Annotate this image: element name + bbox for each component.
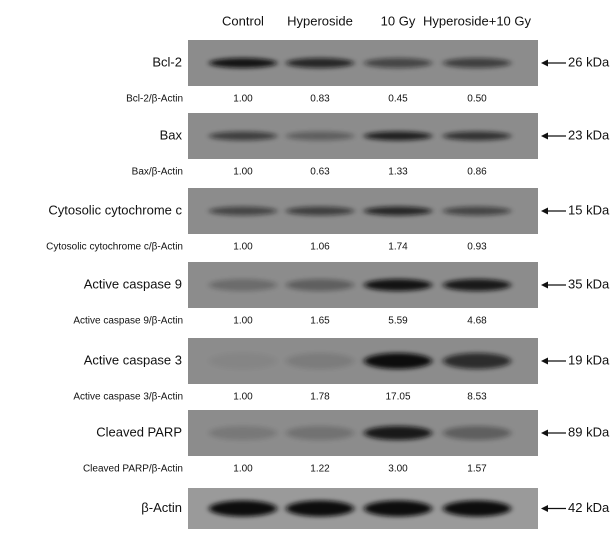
ratio-value: 4.68 (467, 316, 487, 327)
ratio-value: 1.57 (467, 464, 487, 475)
blot-label: Bcl-2 (152, 54, 182, 69)
molecular-weight: 15 kDa (568, 202, 610, 217)
arrow-head (541, 208, 548, 215)
lane-header: Hyperoside+10 Gy (423, 13, 532, 28)
ratio-value: 1.74 (388, 242, 408, 253)
ratio-value: 8.53 (467, 392, 487, 403)
arrow-head (541, 430, 548, 437)
band (286, 58, 354, 68)
ratio-value: 1.65 (310, 316, 330, 327)
blot-label: Cleaved PARP (96, 424, 182, 439)
arrow-head (541, 133, 548, 140)
ratio-label: Cleaved PARP/β-Actin (83, 464, 183, 475)
ratio-label: Cytosolic cytochrome c/β-Actin (46, 242, 183, 253)
band (443, 501, 511, 517)
band (443, 207, 511, 216)
band (364, 353, 432, 369)
band (443, 132, 511, 141)
molecular-weight: 26 kDa (568, 54, 610, 69)
western-blot-figure: Control Hyperoside 10 Gy Hyperoside+10 Gy Bc… (0, 0, 613, 529)
band (364, 132, 432, 141)
band (209, 279, 277, 291)
blot-label: Active caspase 9 (84, 276, 182, 291)
ratio-value: 1.00 (233, 392, 253, 403)
ratio-value: 1.06 (310, 242, 330, 253)
ratio-label: Bcl-2/β-Actin (126, 94, 183, 105)
band (364, 426, 432, 440)
band (443, 279, 511, 291)
arrow-head (541, 505, 548, 512)
ratio-value: 3.00 (388, 464, 408, 475)
band (286, 207, 354, 216)
band (209, 426, 277, 440)
ratio-value: 0.63 (310, 167, 330, 178)
molecular-weight: 42 kDa (568, 500, 610, 515)
molecular-weight: 19 kDa (568, 352, 610, 367)
band (443, 426, 511, 440)
ratio-label: Active caspase 3/β-Actin (73, 392, 183, 403)
ratio-value: 0.93 (467, 242, 487, 253)
ratio-value: 0.45 (388, 94, 408, 105)
band (286, 501, 354, 517)
lane-header: 10 Gy (381, 13, 416, 28)
lane-header: Control (222, 13, 264, 28)
band (209, 132, 277, 141)
ratio-value: 1.00 (233, 316, 253, 327)
ratio-value: 0.50 (467, 94, 487, 105)
band (209, 501, 277, 517)
ratio-value: 17.05 (385, 392, 410, 403)
molecular-weight: 89 kDa (568, 424, 610, 439)
lane-header: Hyperoside (287, 13, 353, 28)
band (286, 426, 354, 440)
band (364, 207, 432, 216)
blot-label: Bax (160, 127, 183, 142)
band (209, 353, 277, 369)
band (286, 279, 354, 291)
band (209, 58, 277, 68)
band (209, 207, 277, 216)
blot-label: β-Actin (141, 500, 182, 515)
ratio-value: 1.00 (233, 464, 253, 475)
ratio-value: 1.78 (310, 392, 330, 403)
ratio-value: 1.22 (310, 464, 330, 475)
arrow-head (541, 282, 548, 289)
band (286, 132, 354, 141)
blot-label: Active caspase 3 (84, 352, 182, 367)
band (364, 501, 432, 517)
band (443, 353, 511, 369)
arrow-head (541, 358, 548, 365)
ratio-value: 5.59 (388, 316, 408, 327)
ratio-value: 1.00 (233, 94, 253, 105)
band (364, 58, 432, 68)
molecular-weight: 35 kDa (568, 276, 610, 291)
band (364, 279, 432, 291)
band (286, 353, 354, 369)
ratio-value: 1.00 (233, 242, 253, 253)
band (443, 58, 511, 68)
ratio-value: 1.33 (388, 167, 408, 178)
ratio-value: 1.00 (233, 167, 253, 178)
molecular-weight: 23 kDa (568, 127, 610, 142)
ratio-label: Active caspase 9/β-Actin (73, 316, 183, 327)
arrow-head (541, 60, 548, 67)
ratio-value: 0.86 (467, 167, 487, 178)
blot-label: Cytosolic cytochrome c (48, 202, 182, 217)
ratio-label: Bax/β-Actin (132, 167, 183, 178)
ratio-value: 0.83 (310, 94, 330, 105)
